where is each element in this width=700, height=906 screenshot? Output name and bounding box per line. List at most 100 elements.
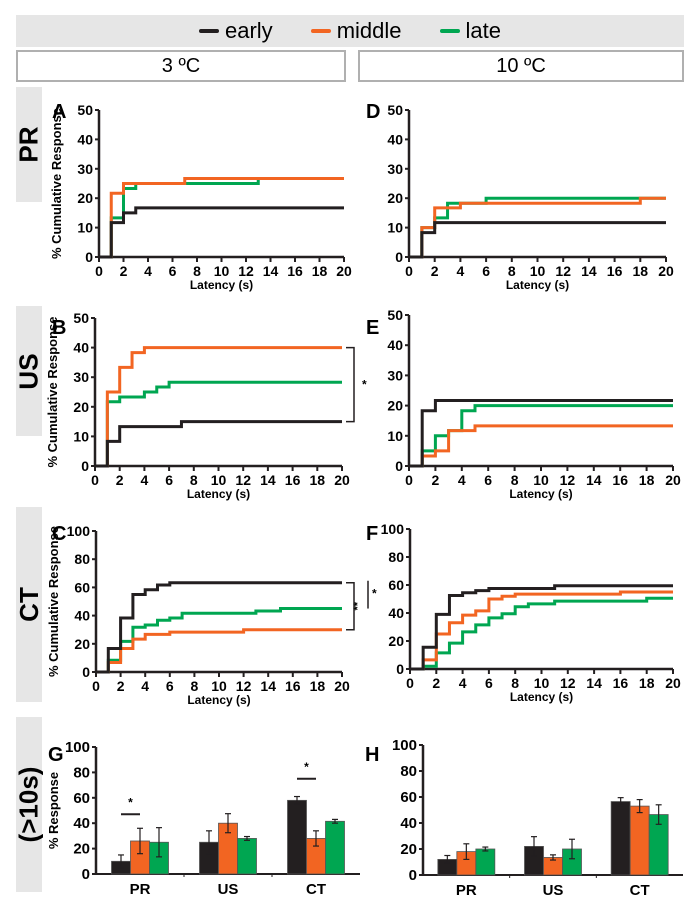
x-tick-label: 4 xyxy=(459,675,467,691)
y-tick-label: 30 xyxy=(73,369,89,385)
series-line-early xyxy=(409,221,666,259)
y-tick-label: 20 xyxy=(73,399,89,415)
y-tick-label: 40 xyxy=(77,131,93,147)
legend-swatch-late xyxy=(439,29,460,33)
y-tick-label: 80 xyxy=(73,764,90,781)
y-tick-label: 20 xyxy=(387,398,403,414)
x-tick-label: 10 xyxy=(533,472,549,488)
y-tick-label: 30 xyxy=(387,161,403,177)
x-tick-label: 18 xyxy=(310,472,326,488)
y-tick-label: 0 xyxy=(81,458,89,474)
y-tick-label: 0 xyxy=(82,866,90,883)
y-tick-label: 20 xyxy=(73,841,90,858)
panel-f: F 0 20 40 60 80 100 0 2 4 6 8 10 12 14 16 18 20 Latency (s… xyxy=(366,521,681,704)
y-tick-label: 10 xyxy=(77,220,93,236)
bar-middle-ct xyxy=(629,805,650,876)
panel-letter: D xyxy=(366,101,380,123)
y-tick-label: 100 xyxy=(381,521,405,537)
x-tick-label: 16 xyxy=(607,263,623,279)
significance-label: * xyxy=(362,378,367,392)
y-tick-label: 30 xyxy=(387,367,403,383)
x-tick-label: 12 xyxy=(236,678,252,694)
y-tick-label: 40 xyxy=(387,131,403,147)
x-tick-label: 4 xyxy=(141,472,149,488)
bar-late-pr xyxy=(475,848,496,876)
panel-letter: H xyxy=(365,744,379,766)
y-tick-label: 40 xyxy=(388,605,404,621)
x-tick-label: 18 xyxy=(633,263,649,279)
x-tick-label: 18 xyxy=(639,675,655,691)
series-line-middle xyxy=(409,196,666,259)
series-line-late xyxy=(95,380,342,468)
y-tick-label: 20 xyxy=(77,190,93,206)
significance-label: * xyxy=(372,587,377,601)
y-tick-label: 40 xyxy=(74,608,90,624)
x-tick-label: 2 xyxy=(432,675,440,691)
x-tick-label: 18 xyxy=(310,678,326,694)
y-tick-label: 50 xyxy=(73,310,89,326)
x-tick-label: 2 xyxy=(117,678,125,694)
y-tick-label: 80 xyxy=(74,551,90,567)
x-tick-label: 4 xyxy=(458,472,466,488)
legend-swatch-early xyxy=(199,29,219,33)
x-tick-label: 2 xyxy=(120,263,128,279)
x-tick-label: 8 xyxy=(190,472,198,488)
panel-b: B 0 10 20 30 40 50 % Cumulative Response 0 2 4 6 8 10… xyxy=(45,310,367,501)
x-axis-label: Latency (s) xyxy=(190,278,253,292)
y-tick-label: 0 xyxy=(82,664,90,680)
x-tick-label: 16 xyxy=(285,678,301,694)
y-tick-label: 20 xyxy=(400,841,417,858)
x-tick-label: 0 xyxy=(91,472,99,488)
panel-letter: A xyxy=(52,101,66,123)
x-tick-label: PR xyxy=(456,882,477,899)
significance-label: * xyxy=(128,795,133,809)
x-tick-label: 0 xyxy=(405,263,413,279)
x-tick-label: 8 xyxy=(511,472,519,488)
x-tick-label: 14 xyxy=(586,675,602,691)
legend-item-early: early xyxy=(199,18,273,44)
y-tick-label: 100 xyxy=(67,523,91,539)
x-tick-label: 16 xyxy=(285,472,301,488)
x-tick-label: 0 xyxy=(92,678,100,694)
x-tick-label: 8 xyxy=(508,263,516,279)
y-tick-label: 50 xyxy=(77,102,93,118)
x-tick-label: 8 xyxy=(511,675,519,691)
y-tick-label: 10 xyxy=(73,428,89,444)
series-line-late xyxy=(99,177,344,259)
x-axis-label: Latency (s) xyxy=(510,690,573,704)
x-tick-label: 14 xyxy=(581,263,597,279)
panel-letter: E xyxy=(366,317,379,339)
series-line-early xyxy=(409,398,673,468)
x-axis-label: Latency (s) xyxy=(509,487,572,501)
y-axis-label: % Cumulative Response xyxy=(46,526,61,677)
panel-letter: B xyxy=(52,317,66,339)
series-line-middle xyxy=(96,628,342,674)
panel-d: D 0 10 20 30 40 50 0 2 4 6 8 10 12 14 16 18 20 Latency (s) xyxy=(366,101,674,292)
series-line-middle xyxy=(410,590,673,671)
y-tick-label: 60 xyxy=(388,577,404,593)
x-tick-label: 6 xyxy=(166,678,174,694)
x-tick-label: 10 xyxy=(534,675,550,691)
panel-letter: G xyxy=(48,744,64,766)
y-tick-label: 100 xyxy=(65,739,90,756)
y-tick-label: 0 xyxy=(85,249,93,265)
x-tick-label: 10 xyxy=(211,472,227,488)
x-tick-label: 2 xyxy=(432,472,440,488)
row-label-us: US xyxy=(14,306,44,436)
y-tick-label: 10 xyxy=(387,428,403,444)
x-tick-label: 12 xyxy=(555,263,571,279)
significance-label: ** xyxy=(352,601,364,610)
y-tick-label: 60 xyxy=(73,790,90,807)
condition-header-10c: 10 ºC xyxy=(358,50,684,82)
x-tick-label: 20 xyxy=(665,675,681,691)
row-label-ct: CT xyxy=(14,507,44,702)
x-tick-label: 12 xyxy=(238,263,254,279)
x-tick-label: 10 xyxy=(211,678,227,694)
x-tick-label: 10 xyxy=(530,263,546,279)
x-tick-label: 14 xyxy=(260,678,276,694)
legend-item-middle: middle xyxy=(310,18,402,44)
y-tick-label: 60 xyxy=(74,579,90,595)
x-axis-label: Latency (s) xyxy=(187,693,250,707)
y-tick-label: 10 xyxy=(387,220,403,236)
x-tick-label: 0 xyxy=(95,263,103,279)
